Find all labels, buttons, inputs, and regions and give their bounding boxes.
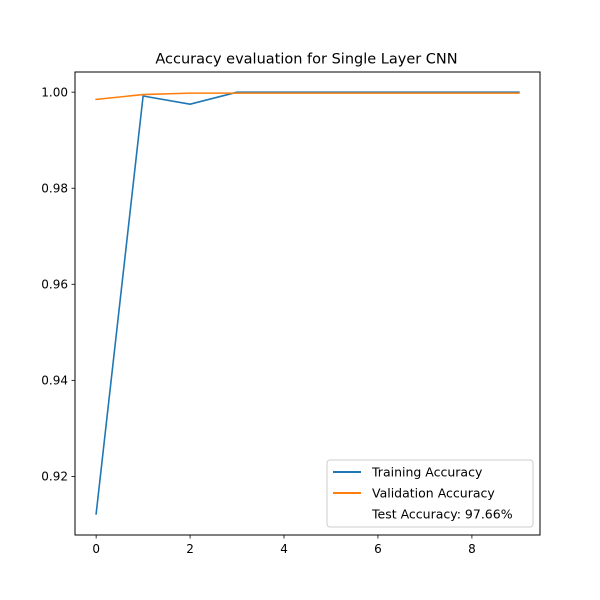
- series-line-validation: [95, 92, 520, 101]
- legend-box: [326, 459, 534, 528]
- series-layer: [95, 91, 520, 515]
- legend-label-training: Training Accuracy: [371, 465, 483, 480]
- y-tick-label: 0.94: [41, 374, 68, 388]
- x-tick-label: 6: [374, 542, 382, 556]
- y-tick-label: 0.98: [41, 182, 68, 196]
- x-tick-label: 4: [280, 542, 288, 556]
- y-tick-label: 0.92: [41, 470, 68, 484]
- legend: Training Accuracy Validation Accuracy Te…: [326, 459, 534, 528]
- y-tick-label: 0.96: [41, 278, 68, 292]
- y-tick-label: 1.00: [41, 85, 68, 99]
- x-tick-label: 8: [468, 542, 476, 556]
- series-line-training: [95, 91, 520, 515]
- chart-title: Accuracy evaluation for Single Layer CNN: [155, 52, 457, 68]
- legend-label-test-accuracy: Test Accuracy: 97.66%: [371, 507, 513, 522]
- plot-frame: [74, 71, 541, 536]
- axes-layer: 0 2 4 6 8 0.92 0.94 0.96 0.98 1.00: [41, 85, 475, 556]
- x-tick-label: 2: [186, 542, 194, 556]
- legend-label-validation: Validation Accuracy: [372, 486, 495, 501]
- x-tick-label: 0: [92, 542, 100, 556]
